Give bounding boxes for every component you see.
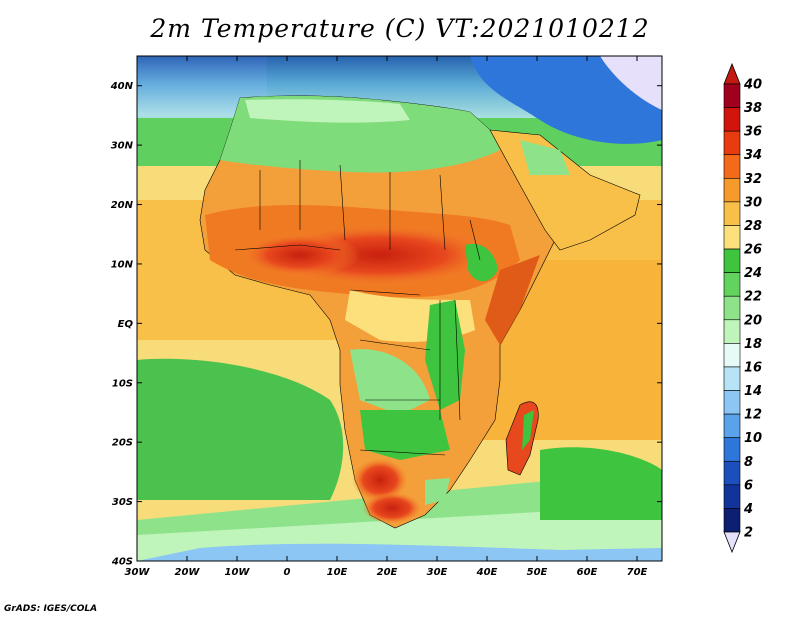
ethiopia-highlands <box>465 243 498 282</box>
colorbar-swatch <box>723 83 741 108</box>
colorbar-label: 40 <box>743 78 762 93</box>
colorbar-label: 24 <box>744 266 762 281</box>
horn-hot <box>485 255 540 345</box>
colorbar-top-arrow <box>723 62 741 85</box>
colorbar-swatch <box>723 130 741 156</box>
lat-label: 10S <box>112 378 133 389</box>
southern-africa-green <box>360 410 450 460</box>
colorbar-swatch <box>723 295 741 321</box>
south-indian-green <box>540 447 662 520</box>
colorbar-swatch <box>723 437 741 462</box>
colorbar-swatch <box>723 390 741 415</box>
colorbar-swatch <box>723 319 741 344</box>
central-asia-coldest <box>600 56 662 110</box>
lon-label: 10W <box>225 567 251 578</box>
colorbar-label: 14 <box>744 384 762 399</box>
colorbar-swatch <box>723 201 741 226</box>
lon-label: 40E <box>476 567 498 578</box>
colorbar-swatch <box>723 272 741 297</box>
lon-label: 10E <box>327 567 348 578</box>
colorbar-swatch <box>723 484 741 509</box>
colorbar-label: 34 <box>744 148 762 163</box>
colorbar-swatch <box>723 366 741 391</box>
colorbar-label: 26 <box>744 243 762 258</box>
longitude-axis: 30W 20W 10W 0 10E 20E 30E 40E 50E 60E 70E <box>125 56 648 578</box>
lat-label: 40N <box>110 81 134 92</box>
colorbar-label: 36 <box>744 125 762 140</box>
colorbar-label: 4 <box>743 502 753 517</box>
lat-label: 40S <box>111 557 133 568</box>
southern-ocean-cold <box>137 543 662 561</box>
angola-green <box>350 349 430 415</box>
great-lakes-green <box>425 300 465 410</box>
colorbar-label: 2 <box>744 526 753 541</box>
country-borders <box>234 160 481 456</box>
colorbar-label: 28 <box>744 219 762 234</box>
lesotho-cool <box>425 478 450 505</box>
lat-label: 20N <box>111 200 134 211</box>
west-sahel-hot <box>240 233 360 277</box>
madagascar-highlands <box>522 410 534 450</box>
lon-label: 50E <box>527 567 548 578</box>
colorbar-label: 32 <box>744 172 762 187</box>
lon-label: 0 <box>284 567 291 578</box>
maghreb-cool <box>245 99 410 123</box>
lon-label: 20E <box>377 567 398 578</box>
lon-label: 60E <box>577 567 598 578</box>
credit-text: GrADS: IGES/COLA <box>4 604 98 614</box>
colorbar-swatch <box>723 460 741 486</box>
colorbar-swatch <box>723 343 741 368</box>
colorbar-swatch <box>723 248 741 273</box>
lon-label: 30E <box>427 567 448 578</box>
levant-cool <box>520 140 570 175</box>
map-field <box>137 56 662 561</box>
colorbar-swatch <box>723 508 741 533</box>
colorbar-label: 18 <box>744 337 762 352</box>
karoo-hot <box>362 492 422 524</box>
latitude-axis: 40N 30N 20N 10N EQ 10S 20S 30S 40S <box>110 81 662 568</box>
lat-label: 20S <box>112 438 133 449</box>
colorbar-label: 8 <box>744 455 753 470</box>
lat-label: 10N <box>111 259 134 270</box>
colorbar-label: 10 <box>744 431 762 446</box>
map-title: 2m Temperature (C) VT:2021010212 <box>150 14 650 43</box>
colorbar-bottom-arrow <box>723 531 741 554</box>
colorbar-label: 20 <box>744 313 762 328</box>
lon-label: 30W <box>125 567 151 578</box>
kalahari-hot <box>352 458 408 502</box>
colorbar-swatch <box>723 225 741 250</box>
south-atlantic-cool <box>137 358 344 500</box>
colorbar-swatch <box>723 154 741 179</box>
colorbar-label: 38 <box>744 101 762 116</box>
colorbar-label: 12 <box>744 408 762 423</box>
colorbar: 40 38 36 34 32 30 28 26 24 22 20 18 16 14 12 10 8 6 4 2 <box>723 62 762 554</box>
lon-label: 20W <box>175 567 201 578</box>
middle-east-cold <box>470 56 662 144</box>
map-frame <box>136 55 663 562</box>
colorbar-swatch <box>723 178 741 203</box>
colorbar-label: 22 <box>744 290 762 305</box>
lon-label: 70E <box>627 567 648 578</box>
colorbar-label: 6 <box>744 478 753 493</box>
colorbar-label: 30 <box>744 195 762 210</box>
lat-label: EQ <box>118 319 134 330</box>
colorbar-swatch <box>723 413 741 438</box>
colorbar-swatch <box>723 107 741 132</box>
lat-label: 30S <box>112 497 133 508</box>
colorbar-label: 16 <box>744 360 762 375</box>
lat-label: 30N <box>111 141 134 152</box>
